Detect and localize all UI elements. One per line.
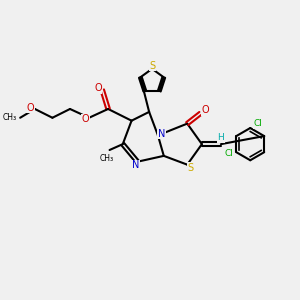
Text: CH₃: CH₃ [100,154,114,164]
Text: H: H [218,133,224,142]
Text: Cl: Cl [253,119,262,128]
Text: O: O [82,114,89,124]
Text: CH₃: CH₃ [3,113,17,122]
Text: S: S [149,61,155,71]
Text: O: O [201,105,208,116]
Text: O: O [27,103,34,112]
Text: S: S [188,163,194,172]
Text: Cl: Cl [224,149,233,158]
Text: N: N [132,160,140,170]
Text: O: O [94,83,102,94]
Text: N: N [158,129,165,139]
